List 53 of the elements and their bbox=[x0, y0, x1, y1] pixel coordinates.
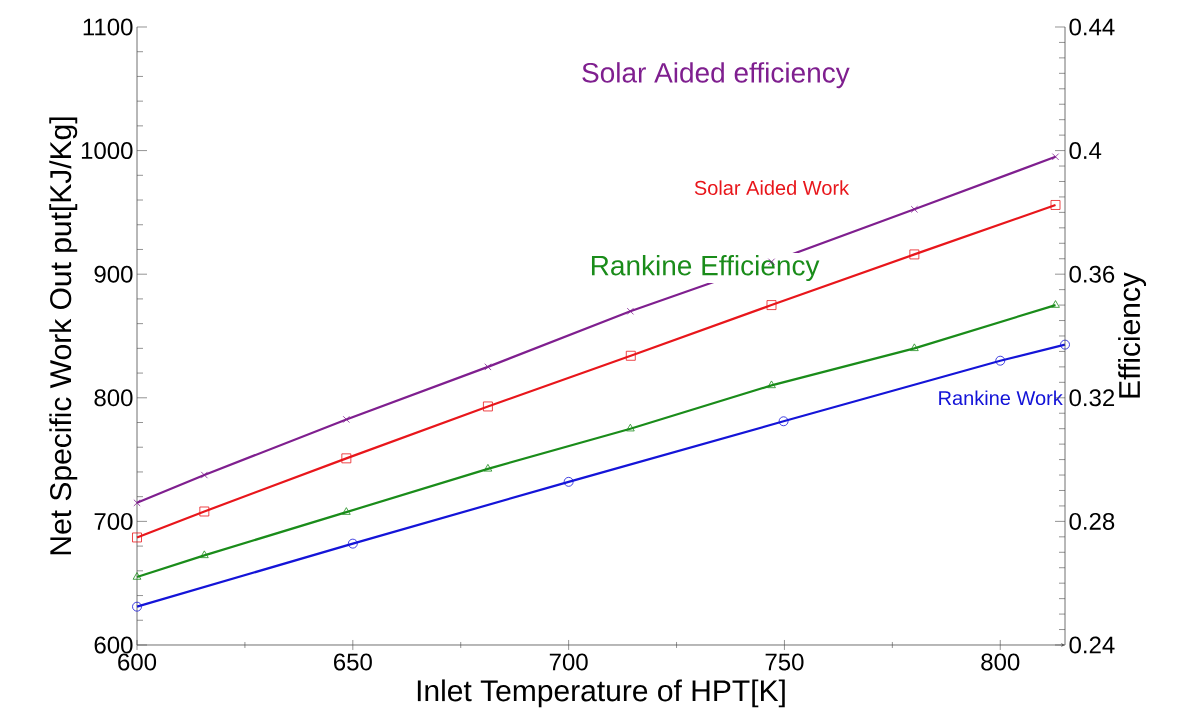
y-tick-label: 900 bbox=[94, 265, 133, 283]
y2-axis-title: Efficiency bbox=[1118, 272, 1147, 398]
point bbox=[910, 205, 918, 213]
x-axis-title: Inlet Temperature of HPT[K] bbox=[417, 679, 785, 708]
point bbox=[1060, 339, 1070, 350]
x-tick-label: 600 bbox=[118, 653, 157, 671]
point bbox=[200, 550, 209, 559]
text: Solar Aided Work bbox=[694, 180, 850, 196]
y2-tick-label: 0.44 bbox=[1069, 18, 1115, 36]
point bbox=[347, 538, 358, 549]
point bbox=[626, 423, 635, 432]
y2-tick-label: 0.4 bbox=[1069, 142, 1102, 160]
y-tick-label: 600 bbox=[94, 636, 133, 654]
y-axis-title: Net Specific Work Out put[KJ/Kg] bbox=[49, 117, 78, 555]
point bbox=[132, 572, 142, 580]
point bbox=[1050, 200, 1061, 210]
point bbox=[133, 499, 141, 507]
y2-tick-label: 0.28 bbox=[1069, 512, 1115, 530]
point bbox=[342, 415, 350, 423]
y-tick-label: 1000 bbox=[81, 142, 133, 160]
point bbox=[778, 416, 789, 427]
text: Rankine Efficiency bbox=[591, 254, 820, 282]
y2-tick-label: 0.32 bbox=[1069, 389, 1115, 407]
point bbox=[1051, 153, 1060, 161]
point bbox=[766, 300, 777, 310]
point bbox=[625, 350, 636, 361]
point bbox=[341, 453, 352, 464]
y2-tick-label: 0.24 bbox=[1069, 636, 1115, 654]
y2-tick-label: 0.36 bbox=[1069, 265, 1115, 283]
y-tick-label: 1100 bbox=[83, 18, 133, 36]
point bbox=[199, 506, 210, 517]
x-tick-label: 700 bbox=[549, 653, 588, 671]
point bbox=[995, 355, 1006, 366]
point bbox=[563, 476, 574, 487]
point bbox=[200, 471, 208, 479]
y-tick-label: 700 bbox=[94, 512, 133, 530]
point bbox=[909, 249, 920, 260]
point bbox=[767, 380, 776, 389]
point bbox=[626, 307, 634, 315]
point bbox=[132, 532, 142, 543]
series-label: Rankine Work bbox=[939, 390, 1063, 406]
text: Solar Aided efficiency bbox=[582, 62, 850, 89]
y-tick-label: 800 bbox=[94, 389, 133, 407]
x-tick-label: 750 bbox=[765, 653, 804, 671]
point bbox=[484, 363, 492, 371]
point bbox=[910, 343, 919, 351]
point bbox=[483, 463, 493, 472]
point bbox=[1051, 300, 1060, 308]
x-tick-label: 800 bbox=[981, 653, 1020, 671]
point bbox=[132, 601, 142, 612]
point bbox=[342, 507, 351, 515]
point bbox=[483, 401, 493, 412]
x-tick-label: 650 bbox=[334, 653, 372, 671]
